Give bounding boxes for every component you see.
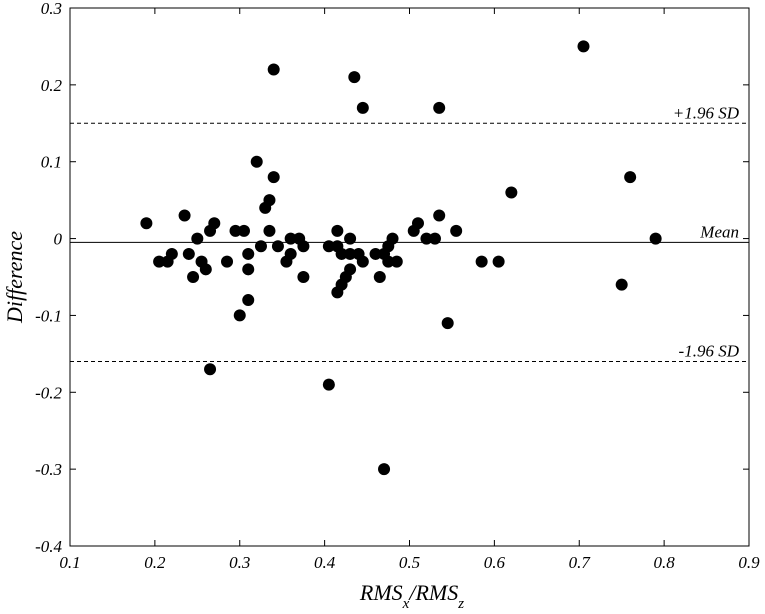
- data-point: [420, 232, 433, 245]
- x-tick-label: 0.6: [484, 553, 506, 572]
- data-point: [322, 240, 335, 253]
- data-point: [204, 363, 217, 376]
- y-tick-label: -0.4: [35, 537, 62, 556]
- data-point: [378, 463, 391, 476]
- data-point: [229, 224, 242, 237]
- y-tick-label: 0.3: [41, 0, 62, 18]
- x-tick-label: 0.7: [569, 553, 592, 572]
- y-axis-title: Difference: [2, 231, 27, 324]
- data-point: [237, 224, 250, 237]
- x-tick-label: 0.8: [654, 553, 676, 572]
- data-point: [433, 209, 446, 222]
- data-point: [335, 247, 348, 260]
- x-tick-label: 0.2: [144, 553, 166, 572]
- x-tick-label: 0.9: [738, 553, 760, 572]
- data-point: [322, 378, 335, 391]
- data-point: [233, 309, 246, 322]
- data-point: [297, 271, 310, 283]
- x-tick-label: 0.3: [229, 553, 250, 572]
- data-point: [356, 101, 369, 114]
- data-point: [348, 71, 361, 84]
- data-point: [492, 255, 505, 268]
- x-axis-title-part-2: /RMS: [407, 580, 458, 605]
- data-point: [254, 240, 267, 253]
- data-point: [382, 255, 395, 268]
- x-axis-title: RMSx/RMSz: [359, 580, 464, 612]
- data-point: [344, 247, 357, 260]
- data-point: [577, 40, 590, 53]
- data-point: [297, 240, 310, 253]
- reference-line-label: +1.96 SD: [673, 103, 740, 122]
- data-point: [284, 232, 297, 245]
- axis-ticks: 0.1 0.2 0.3 0.4 0.5 0.6 0.7 0.8 0.9 -0.4 -0.3 -0.2 -…: [35, 0, 760, 572]
- y-tick-label: -0.2: [35, 383, 62, 402]
- data-point: [344, 263, 357, 276]
- data-point: [433, 101, 446, 114]
- data-point: [373, 271, 386, 283]
- data-point: [331, 224, 344, 237]
- x-tick-label: 0.1: [59, 553, 80, 572]
- reference-line-label: Mean: [699, 222, 739, 241]
- y-tick-label: 0.2: [41, 76, 63, 95]
- data-point: [649, 232, 662, 245]
- reference-line-label: -1.96 SD: [679, 342, 740, 361]
- data-point: [344, 232, 357, 245]
- data-point: [615, 278, 628, 291]
- data-point: [369, 247, 382, 260]
- reference-lines: +1.96 SD Mean -1.96 SD: [70, 103, 749, 363]
- y-tick-label: -0.3: [35, 460, 62, 479]
- y-tick-label: -0.1: [35, 306, 62, 325]
- x-tick-label: 0.4: [314, 553, 336, 572]
- data-point: [263, 194, 276, 207]
- data-point: [199, 263, 212, 276]
- data-point: [242, 247, 255, 260]
- data-point: [242, 263, 255, 276]
- data-points: [140, 40, 662, 476]
- data-point: [191, 232, 204, 245]
- y-tick-label: 0.1: [41, 153, 62, 172]
- data-point: [428, 232, 441, 245]
- data-point: [178, 209, 191, 222]
- data-point: [250, 155, 263, 168]
- data-point: [267, 63, 280, 76]
- x-axis-title-part-1: RMS: [359, 580, 403, 605]
- data-point: [356, 255, 369, 268]
- data-point: [284, 247, 297, 260]
- data-point: [475, 255, 488, 268]
- data-point: [271, 240, 284, 253]
- data-point: [140, 217, 153, 230]
- data-point: [187, 271, 200, 283]
- data-point: [263, 224, 276, 237]
- data-point: [242, 294, 255, 307]
- data-point: [267, 171, 280, 184]
- data-point: [505, 186, 518, 199]
- data-point: [182, 247, 195, 260]
- x-axis-title-sub-2: z: [457, 596, 464, 612]
- data-point: [153, 255, 166, 268]
- data-point: [411, 217, 424, 230]
- plot-area-frame: [69, 7, 750, 547]
- data-point: [450, 224, 463, 237]
- data-point: [208, 217, 221, 230]
- data-point: [624, 171, 637, 184]
- data-point: [386, 232, 399, 245]
- x-tick-label: 0.5: [399, 553, 420, 572]
- x-axis-title-sub-1: x: [402, 596, 410, 612]
- data-point: [165, 247, 178, 260]
- data-point: [390, 255, 403, 268]
- data-point: [221, 255, 234, 268]
- data-point: [441, 317, 454, 330]
- y-tick-label: 0: [54, 230, 63, 249]
